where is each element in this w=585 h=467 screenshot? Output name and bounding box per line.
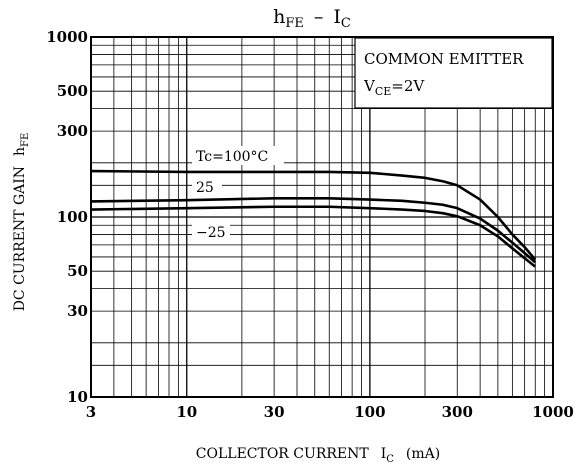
x-tick-label: 30 (264, 403, 285, 421)
title-ic: I (333, 6, 341, 28)
y-axis-symbol-sub: FE (20, 133, 31, 147)
plot-frame (90, 36, 554, 398)
y-tick-label: 300 (57, 122, 88, 140)
title-hfe-sub: FE (285, 16, 304, 31)
title-ic-sub: C (341, 16, 351, 31)
vce-subscript: CE (375, 85, 391, 98)
conditions-box (354, 37, 553, 109)
title-separator: – (314, 6, 324, 28)
y-axis-label: DC CURRENT GAIN hFE (12, 133, 31, 312)
x-axis-unit: (mA) (406, 446, 440, 462)
chart-title: hFE – IC (273, 6, 351, 31)
series-line-3 (90, 205, 537, 268)
y-tick-labels: 10 30 50 100 300 500 1000 (46, 28, 88, 406)
x-tick-label: 3 (86, 403, 96, 421)
x-axis-symbol: I (381, 446, 387, 462)
series-label-bg (192, 222, 230, 241)
x-tick-labels: 3 10 30 100 300 1000 (86, 403, 574, 421)
series-label-bg (192, 177, 222, 196)
series-line-2 (90, 197, 537, 264)
conditions-line-1: COMMON EMITTER (364, 50, 524, 68)
conditions-line-2: VCE=2V (363, 77, 425, 98)
x-tick-label: 1000 (532, 403, 574, 421)
title-hfe: h (273, 6, 285, 28)
y-tick-label: 1000 (46, 28, 88, 46)
series-labels: Tc=100°C 25 −25 (192, 146, 284, 241)
series-lines (90, 169, 537, 268)
y-tick-label: 50 (67, 262, 88, 280)
x-tick-label: 300 (442, 403, 473, 421)
y-axis-symbol: h (12, 147, 28, 156)
x-tick-label: 10 (176, 403, 197, 421)
x-axis-label-text: COLLECTOR CURRENT (196, 446, 370, 462)
vce-value: =2V (391, 77, 425, 95)
y-tick-label: 500 (57, 82, 88, 100)
vce-symbol: V (363, 77, 376, 95)
series-label-1: Tc=100°C (196, 149, 268, 165)
y-tick-label: 100 (57, 208, 88, 226)
x-axis-symbol-sub: C (386, 454, 394, 465)
x-tick-label: 100 (354, 403, 385, 421)
y-tick-label: 30 (67, 302, 88, 320)
x-axis-label: COLLECTOR CURRENT IC (mA) (196, 446, 440, 465)
y-axis-label-text: DC CURRENT GAIN (12, 166, 28, 311)
series-label-bg (192, 146, 284, 165)
series-label-3: −25 (196, 225, 226, 241)
series-line-1 (90, 169, 537, 261)
series-label-2: 25 (196, 180, 214, 196)
y-tick-label: 10 (67, 388, 88, 406)
